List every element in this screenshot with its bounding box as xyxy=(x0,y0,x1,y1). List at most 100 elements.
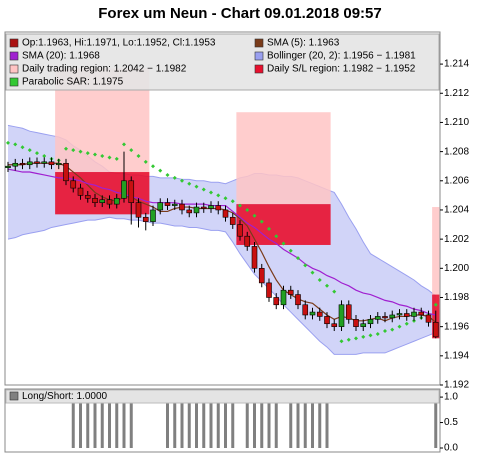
long-short-bar xyxy=(434,397,438,448)
legend-label: Daily trading region: 1.2042 − 1.1982 xyxy=(22,64,187,75)
sar-dot xyxy=(122,142,126,147)
sar-dot xyxy=(42,153,47,158)
candle-body xyxy=(34,161,40,164)
sar-dot xyxy=(194,184,199,189)
candle-body xyxy=(208,205,214,209)
legend-swatch xyxy=(9,38,19,48)
sar-dot xyxy=(317,277,322,282)
legend-label: SMA (20): 1.1968 xyxy=(22,51,100,62)
long-short-bar xyxy=(216,397,220,448)
sar-dot xyxy=(158,168,163,173)
candle-body xyxy=(432,321,439,338)
candle-body xyxy=(258,268,265,284)
candle-body xyxy=(273,297,280,306)
candle-body xyxy=(63,162,69,182)
y-tick-label: 1.212 xyxy=(444,88,469,99)
bollinger-lower xyxy=(7,216,436,355)
candle-body xyxy=(106,199,113,205)
chart-title: Forex um Neun - Chart 09.01.2018 09:57 xyxy=(98,5,381,22)
sar-dot xyxy=(216,193,221,198)
candle-body xyxy=(26,161,33,166)
legend-box xyxy=(5,33,440,91)
candle-body xyxy=(389,314,396,319)
long-short-bar xyxy=(166,397,169,448)
candle-body xyxy=(345,304,352,320)
candle-body xyxy=(48,161,55,166)
candle-body xyxy=(280,289,287,306)
candle-body xyxy=(179,203,185,211)
candle-body xyxy=(309,311,316,316)
sar-dot xyxy=(64,146,68,151)
y-tick-label: 1.0 xyxy=(444,392,458,403)
candle-body xyxy=(237,224,243,237)
legend-swatch xyxy=(254,51,264,61)
long-short-bar xyxy=(79,397,82,448)
long-short-bar xyxy=(180,397,184,448)
legend-swatch xyxy=(9,64,19,74)
legend-label: Parabolic SAR: 1.1975 xyxy=(22,77,124,88)
legend-label: Op:1.1963, Hi:1.1971, Lo:1.1952, Cl:1.19… xyxy=(22,38,216,49)
candle-body xyxy=(295,294,301,306)
y-tick-label: 0.5 xyxy=(444,417,458,428)
candle-body xyxy=(142,216,149,222)
sar-dot xyxy=(6,140,10,145)
sar-dot xyxy=(136,153,141,158)
candle-body xyxy=(331,323,338,327)
long-short-bar xyxy=(100,397,104,448)
candle-body xyxy=(193,206,200,214)
candle-body xyxy=(92,197,98,203)
candle-body xyxy=(41,161,48,164)
candle-body xyxy=(251,246,258,269)
candle-body xyxy=(425,314,432,323)
long-short-bar xyxy=(303,397,307,448)
sar-dot xyxy=(346,337,351,342)
long-short-bar xyxy=(195,397,198,448)
sar-dot xyxy=(35,151,39,156)
sar-dot xyxy=(281,241,286,246)
long-short-bar xyxy=(253,397,256,448)
candle-body xyxy=(360,323,367,327)
sar-dot xyxy=(310,270,315,275)
legend-label: Bollinger (20, 2): 1.1956 − 1.1981 xyxy=(267,51,416,62)
sar-dot xyxy=(20,145,25,150)
candle-body xyxy=(418,311,425,316)
candle-body xyxy=(135,202,142,218)
candle-body xyxy=(229,216,236,225)
long-short-bar xyxy=(260,397,264,448)
candle-body xyxy=(367,319,374,325)
sar-dot xyxy=(383,329,387,334)
sar-dot xyxy=(201,187,206,192)
long-short-bar xyxy=(122,397,126,448)
sar-dot xyxy=(354,336,358,341)
sar-dot xyxy=(259,219,264,224)
candle-body xyxy=(374,316,381,320)
sar-dot xyxy=(165,172,170,177)
y-tick-label: 1.214 xyxy=(444,59,469,70)
candle-body xyxy=(302,304,309,316)
candle-body xyxy=(55,162,62,166)
y-tick-label: 1.202 xyxy=(444,234,469,245)
long-short-bar xyxy=(274,397,278,448)
candle-body xyxy=(186,209,193,214)
sar-dot xyxy=(230,199,235,204)
sar-dot xyxy=(397,324,402,329)
candle-body xyxy=(200,206,207,209)
y-tick-label: 1.196 xyxy=(444,321,469,332)
candle-body xyxy=(157,202,164,211)
sar-dot xyxy=(27,148,32,153)
sar-dot xyxy=(368,333,373,338)
sar-dot xyxy=(238,203,242,208)
legend-swatch xyxy=(9,51,19,61)
y-tick-label: 1.200 xyxy=(444,263,469,274)
sma-line xyxy=(8,162,437,323)
long-short-bar xyxy=(129,397,133,448)
y-tick-label: 1.204 xyxy=(444,205,469,216)
candle-body xyxy=(99,199,106,203)
sar-dot xyxy=(93,152,97,157)
y-tick-label: 0.0 xyxy=(444,443,458,454)
sar-dot xyxy=(151,164,155,169)
sar-dot xyxy=(325,283,329,288)
sar-dot xyxy=(114,156,119,161)
